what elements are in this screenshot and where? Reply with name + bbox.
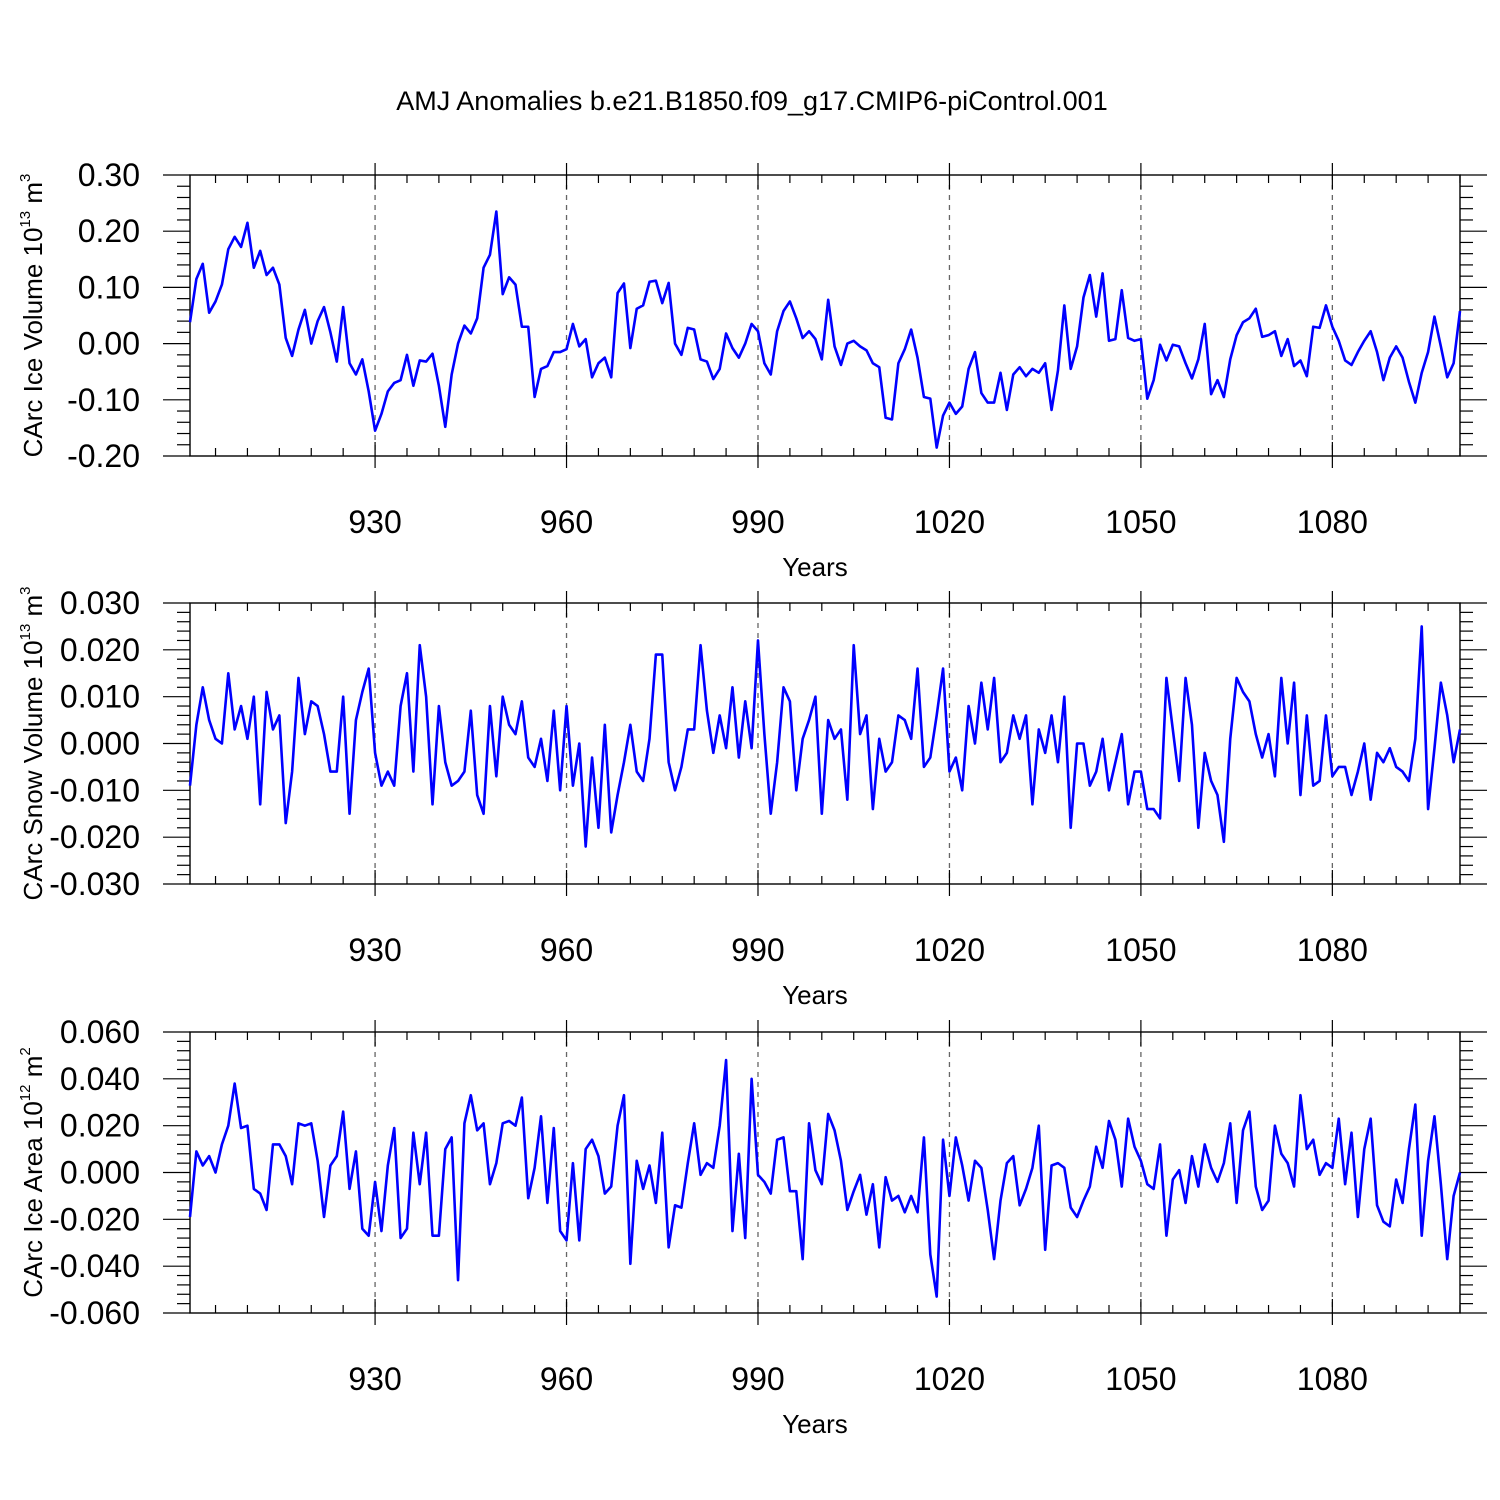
ice-volume-x-tick-label: 1080	[1297, 504, 1368, 540]
y-title-exponent: 13	[17, 624, 34, 641]
ice-area-x-tick-label: 960	[540, 1361, 593, 1397]
ice-area-x-tick-label: 990	[731, 1361, 784, 1397]
snow-volume-y-axis-title: CArc Snow Volume 1013 m3	[17, 586, 48, 900]
ice-area-y-tick-label: 0.000	[60, 1155, 140, 1191]
ice-area-x-tick-label: 1080	[1297, 1361, 1368, 1397]
snow-volume-x-tick-label: 1080	[1297, 932, 1368, 968]
snow-volume-x-axis-title: Years	[782, 980, 848, 1010]
ice-volume-y-tick-label: 0.30	[78, 157, 140, 193]
ice-area-y-tick-label: 0.060	[60, 1014, 140, 1050]
ice-volume-y-tick-label: -0.10	[67, 382, 140, 418]
ice-volume-series-line	[188, 210, 1462, 449]
ice-area-y-tick-label: -0.060	[49, 1295, 140, 1331]
ice-volume-y-tick-label: -0.20	[67, 438, 140, 474]
chart-title: AMJ Anomalies b.e21.B1850.f09_g17.CMIP6-…	[396, 86, 1107, 116]
ice-volume-x-tick-label: 930	[348, 504, 401, 540]
snow-volume-series-line	[188, 625, 1462, 848]
snow-volume-x-tick-label: 990	[731, 932, 784, 968]
snow-volume-y-tick-label: 0.030	[60, 585, 140, 621]
snow-volume-x-tick-label: 1050	[1105, 932, 1176, 968]
ice-volume-y-axis-title: CArc Ice Volume 1013 m3	[17, 174, 48, 458]
ice-volume-x-tick-label: 990	[731, 504, 784, 540]
ice-volume-panel: 930 960 990 1020 1050 1080 -0.20 -0.10 0.00 0.10 0…	[17, 157, 1487, 582]
ice-area-series-line	[188, 1058, 1462, 1298]
ice-area-x-axis-title: Years	[782, 1409, 848, 1439]
y-title-unit: m	[18, 182, 48, 211]
y-title-exponent: 13	[17, 211, 34, 228]
ice-area-y-tick-label: 0.020	[60, 1108, 140, 1144]
ice-area-y-tick-label: -0.040	[49, 1248, 140, 1284]
ice-volume-y-tick-label: 0.20	[78, 213, 140, 249]
y-title-unit: m	[18, 595, 48, 624]
ice-area-x-tick-label: 1020	[914, 1361, 985, 1397]
ice-volume-x-tick-label: 1020	[914, 504, 985, 540]
y-title-text: CArc Ice Volume 10	[18, 228, 48, 458]
ice-volume-y-tick-label: 0.10	[78, 269, 140, 305]
y-title-text: CArc Ice Area 10	[18, 1101, 48, 1298]
snow-volume-y-tick-label: 0.020	[60, 632, 140, 668]
ice-area-x-tick-label: 1050	[1105, 1361, 1176, 1397]
ice-area-y-axis-title: CArc Ice Area 1012 m2	[17, 1047, 48, 1297]
y-title-unit: m	[18, 1056, 48, 1085]
ice-volume-y-tick-label: 0.00	[78, 326, 140, 362]
snow-volume-x-tick-label: 960	[540, 932, 593, 968]
snow-volume-x-tick-label: 930	[348, 932, 401, 968]
snow-volume-y-tick-label: -0.010	[49, 772, 140, 808]
snow-volume-y-tick-label: 0.010	[60, 679, 140, 715]
y-title-unit-exponent: 3	[17, 174, 34, 182]
ice-area-y-tick-label: 0.040	[60, 1061, 140, 1097]
panels: 930 960 990 1020 1050 1080 -0.20 -0.10 0.00 0.10 0…	[17, 157, 1487, 1439]
ice-area-panel: 930 960 990 1020 1050 1080 -0.060 -0.040 -0.020 0…	[17, 1014, 1487, 1439]
ice-area-y-tick-label: -0.020	[49, 1201, 140, 1237]
ice-volume-x-tick-label: 960	[540, 504, 593, 540]
ice-area-x-tick-label: 930	[348, 1361, 401, 1397]
snow-volume-panel: 930 960 990 1020 1050 1080 -0.030 -0.020 -0.010 0…	[17, 585, 1487, 1010]
snow-volume-plot-frame	[189, 602, 1461, 885]
snow-volume-x-tick-label: 1020	[914, 932, 985, 968]
snow-volume-y-tick-label: -0.030	[49, 866, 140, 902]
y-title-unit-exponent: 3	[17, 586, 34, 594]
snow-volume-y-tick-label: 0.000	[60, 726, 140, 762]
ice-area-plot-frame	[189, 1031, 1461, 1314]
y-title-exponent: 12	[17, 1085, 34, 1102]
ice-volume-x-tick-label: 1050	[1105, 504, 1176, 540]
ice-volume-x-axis-title: Years	[782, 552, 848, 582]
y-title-unit-exponent: 2	[17, 1047, 34, 1055]
snow-volume-y-tick-label: -0.020	[49, 819, 140, 855]
y-title-text: CArc Snow Volume 10	[18, 640, 48, 900]
